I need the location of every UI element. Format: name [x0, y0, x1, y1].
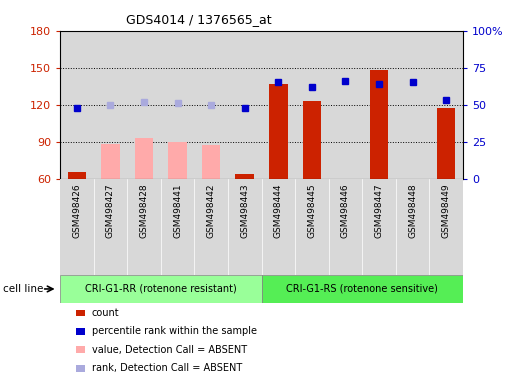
Bar: [161, 31, 195, 179]
Text: rank, Detection Call = ABSENT: rank, Detection Call = ABSENT: [92, 363, 242, 373]
Bar: [76, 328, 85, 335]
Bar: [60, 275, 262, 303]
Text: GSM498447: GSM498447: [374, 184, 383, 238]
Text: value, Detection Call = ABSENT: value, Detection Call = ABSENT: [92, 345, 247, 355]
Text: GSM498449: GSM498449: [441, 184, 451, 238]
Bar: [94, 179, 127, 275]
Bar: [76, 310, 85, 316]
Text: GSM498448: GSM498448: [408, 184, 417, 238]
Bar: [370, 70, 388, 179]
Bar: [396, 179, 429, 275]
Bar: [362, 179, 396, 275]
Bar: [127, 31, 161, 179]
Text: GSM498443: GSM498443: [240, 184, 249, 238]
Bar: [195, 31, 228, 179]
Bar: [328, 179, 362, 275]
Text: GSM498445: GSM498445: [308, 184, 316, 238]
Bar: [295, 31, 328, 179]
Text: CRI-G1-RR (rotenone resistant): CRI-G1-RR (rotenone resistant): [85, 284, 237, 294]
Bar: [396, 31, 429, 179]
Bar: [94, 31, 127, 179]
Bar: [269, 84, 288, 179]
Bar: [168, 142, 187, 179]
Text: count: count: [92, 308, 119, 318]
Text: GSM498441: GSM498441: [173, 184, 182, 238]
Bar: [262, 179, 295, 275]
Bar: [195, 179, 228, 275]
Bar: [127, 179, 161, 275]
Bar: [362, 31, 396, 179]
Text: GSM498426: GSM498426: [72, 184, 82, 238]
Bar: [429, 31, 463, 179]
Bar: [161, 179, 195, 275]
Bar: [60, 31, 94, 179]
Text: GSM498446: GSM498446: [341, 184, 350, 238]
Text: cell line: cell line: [3, 284, 43, 294]
Bar: [228, 179, 262, 275]
Bar: [328, 31, 362, 179]
Bar: [437, 108, 456, 179]
Bar: [235, 174, 254, 179]
Bar: [60, 179, 94, 275]
Bar: [262, 31, 295, 179]
Bar: [303, 101, 321, 179]
Text: percentile rank within the sample: percentile rank within the sample: [92, 326, 256, 336]
Bar: [101, 144, 120, 179]
Text: GSM498428: GSM498428: [140, 184, 149, 238]
Text: GSM498427: GSM498427: [106, 184, 115, 238]
Bar: [262, 275, 463, 303]
Bar: [202, 145, 220, 179]
Bar: [135, 138, 153, 179]
Bar: [295, 179, 328, 275]
Bar: [228, 31, 262, 179]
Bar: [76, 365, 85, 372]
Bar: [67, 172, 86, 179]
Bar: [429, 179, 463, 275]
Text: CRI-G1-RS (rotenone sensitive): CRI-G1-RS (rotenone sensitive): [286, 284, 438, 294]
Text: GSM498444: GSM498444: [274, 184, 283, 238]
Text: GDS4014 / 1376565_at: GDS4014 / 1376565_at: [126, 13, 271, 26]
Text: GSM498442: GSM498442: [207, 184, 215, 238]
Bar: [76, 346, 85, 353]
